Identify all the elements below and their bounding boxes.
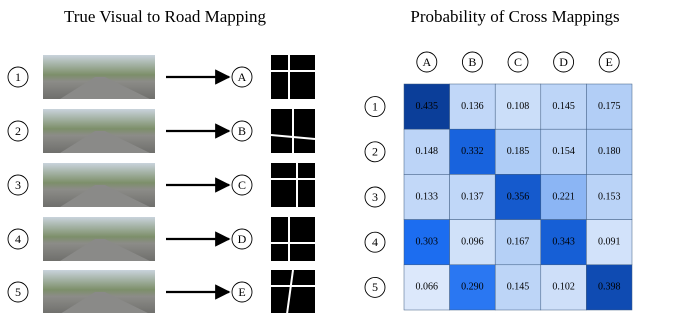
cell-value: 0.332 [461,146,484,157]
row-letter: B [238,124,246,138]
cell-value: 0.435 [416,101,439,112]
cell-value: 0.356 [507,191,530,202]
left-title: True Visual to Road Mapping [64,7,267,26]
road-map [271,217,315,261]
column-label: C [514,55,522,69]
row-letter: E [238,285,245,299]
cell-value: 0.136 [461,101,484,112]
row-number: 1 [15,70,21,84]
cell-value: 0.148 [416,146,439,157]
road-map [271,163,315,207]
cell-value: 0.096 [461,236,484,247]
cell-value: 0.303 [416,236,439,247]
cell-value: 0.398 [598,282,621,293]
right-title: Probability of Cross Mappings [410,7,619,26]
column-label: D [559,55,568,69]
cell-value: 0.221 [552,191,575,202]
row-number: 2 [15,124,21,138]
column-label: B [468,55,476,69]
column-label: A [422,55,431,69]
road-map [271,55,315,99]
cell-value: 0.091 [598,236,621,247]
cell-value: 0.066 [416,282,439,293]
column-label: E [606,55,613,69]
cell-value: 0.133 [416,191,439,202]
figure: True Visual to Road Mapping Probability … [0,0,674,313]
cell-value: 0.102 [552,282,575,293]
cell-value: 0.343 [552,236,575,247]
cell-value: 0.145 [507,282,530,293]
row-letter: C [238,178,246,192]
row-label: 4 [372,235,378,249]
row-label: 1 [372,99,378,113]
cell-value: 0.137 [461,191,484,202]
cell-value: 0.145 [552,101,575,112]
cell-value: 0.108 [507,101,530,112]
row-number: 5 [15,285,21,299]
row-label: 3 [372,190,378,204]
row-number: 3 [15,178,21,192]
row-label: 5 [372,280,378,294]
cell-value: 0.167 [507,236,530,247]
cell-value: 0.175 [598,101,621,112]
cell-value: 0.185 [507,146,530,157]
cell-value: 0.290 [461,282,484,293]
cell-value: 0.180 [598,146,621,157]
row-letter: A [238,70,247,84]
cell-value: 0.154 [552,146,575,157]
row-number: 4 [15,232,21,246]
cell-value: 0.153 [598,191,621,202]
row-label: 2 [372,145,378,159]
row-letter: D [238,232,247,246]
